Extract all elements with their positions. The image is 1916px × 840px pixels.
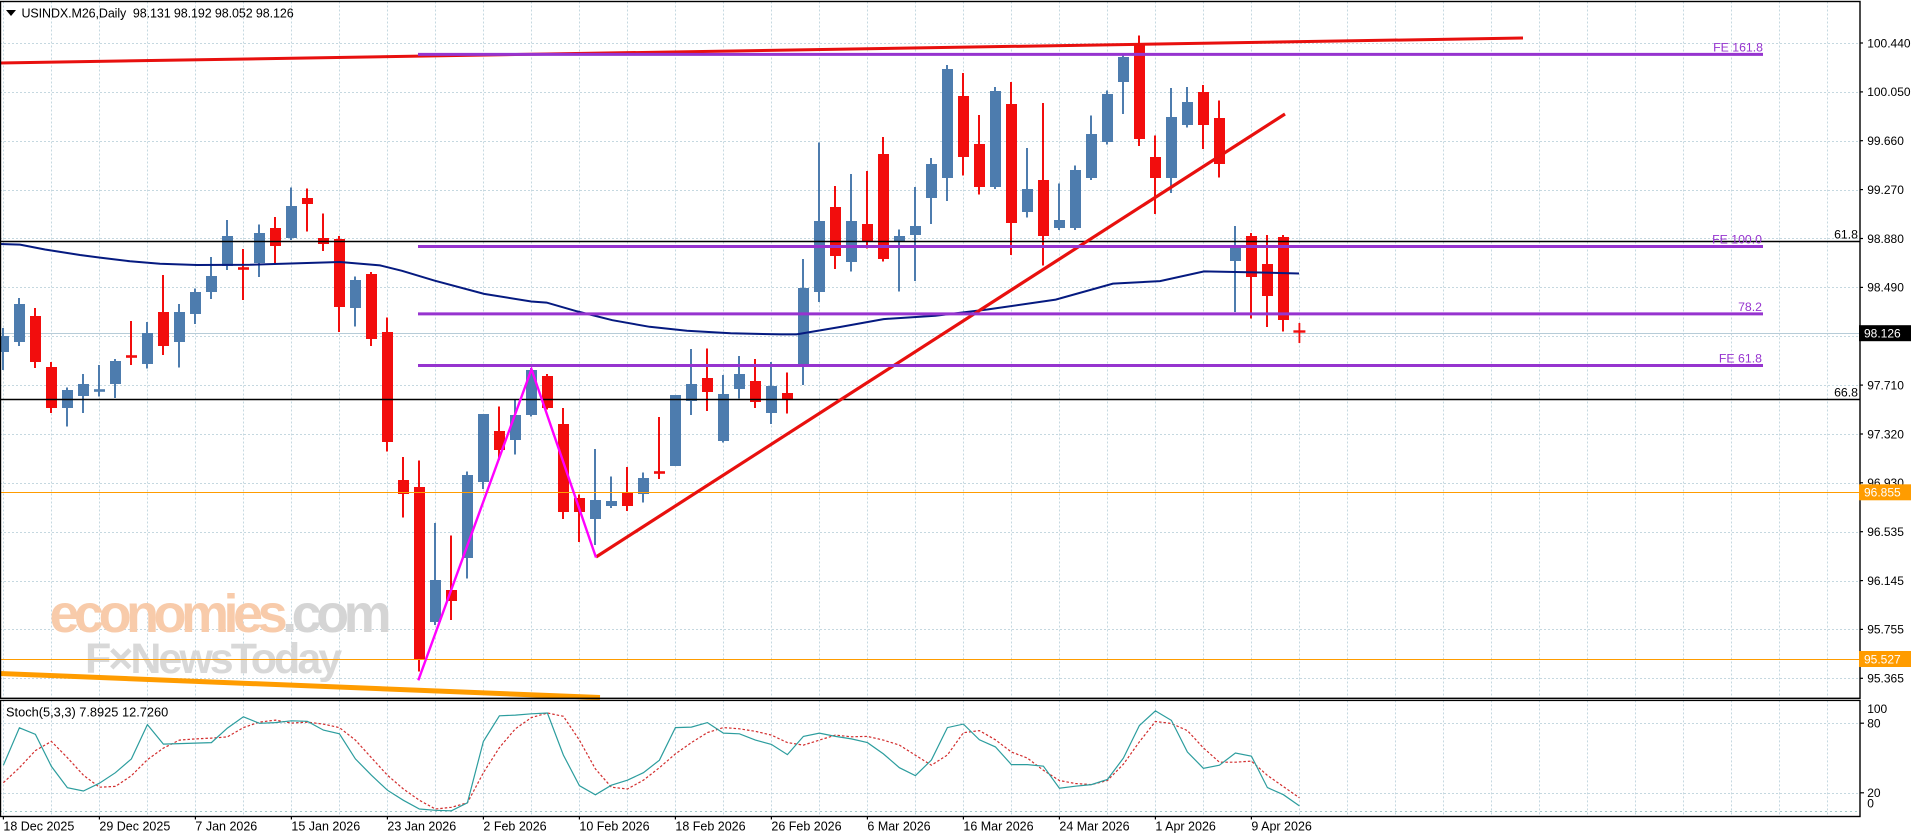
svg-text:80: 80 [1867, 716, 1881, 730]
svg-text:95.755: 95.755 [1867, 623, 1904, 637]
svg-text:99.270: 99.270 [1867, 183, 1904, 197]
svg-text:6 Mar 2026: 6 Mar 2026 [867, 820, 930, 834]
svg-text:61.8: 61.8 [1834, 228, 1858, 242]
svg-text:15 Jan 2026: 15 Jan 2026 [291, 820, 360, 834]
svg-text:FE 100.0: FE 100.0 [1712, 233, 1762, 247]
svg-text:economies.com: economies.com [50, 584, 389, 644]
svg-text:96.535: 96.535 [1867, 525, 1904, 539]
svg-text:98.880: 98.880 [1867, 232, 1904, 246]
svg-text:FE 161.8: FE 161.8 [1713, 40, 1763, 54]
svg-text:1 Apr 2026: 1 Apr 2026 [1155, 820, 1216, 834]
svg-text:18 Feb 2026: 18 Feb 2026 [675, 820, 745, 834]
svg-text:18 Dec 2025: 18 Dec 2025 [3, 820, 74, 834]
svg-text:16 Mar 2026: 16 Mar 2026 [963, 820, 1033, 834]
svg-text:USINDX.M26,Daily 98.131 98.19: USINDX.M26,Daily 98.131 98.192 98.052 98… [22, 6, 294, 20]
svg-text:2 Feb 2026: 2 Feb 2026 [483, 820, 546, 834]
svg-text:99.660: 99.660 [1867, 134, 1904, 148]
svg-text:97.710: 97.710 [1867, 378, 1904, 392]
svg-text:10 Feb 2026: 10 Feb 2026 [579, 820, 649, 834]
svg-text:95.365: 95.365 [1867, 672, 1904, 686]
svg-text:97.320: 97.320 [1867, 427, 1904, 441]
svg-text:24 Mar 2026: 24 Mar 2026 [1059, 820, 1129, 834]
svg-text:20: 20 [1867, 786, 1881, 800]
svg-text:7 Jan 2026: 7 Jan 2026 [195, 820, 257, 834]
svg-text:96.855: 96.855 [1864, 486, 1901, 500]
svg-text:98.490: 98.490 [1867, 281, 1904, 295]
svg-text:23 Jan 2026: 23 Jan 2026 [387, 820, 456, 834]
svg-text:29 Dec 2025: 29 Dec 2025 [99, 820, 170, 834]
svg-text:96.145: 96.145 [1867, 574, 1904, 588]
svg-text:66.8: 66.8 [1834, 386, 1858, 400]
svg-text:95.527: 95.527 [1864, 652, 1901, 666]
svg-text:0: 0 [1867, 797, 1874, 811]
svg-text:100.050: 100.050 [1867, 85, 1911, 99]
svg-text:Stoch(5,3,3) 7.8925 12.7260: Stoch(5,3,3) 7.8925 12.7260 [6, 705, 168, 720]
svg-text:100: 100 [1867, 702, 1887, 716]
svg-text:FE 61.8: FE 61.8 [1719, 352, 1762, 366]
svg-text:100.440: 100.440 [1867, 36, 1911, 50]
svg-text:78.2: 78.2 [1738, 300, 1762, 314]
svg-text:9 Apr 2026: 9 Apr 2026 [1251, 820, 1312, 834]
svg-text:98.126: 98.126 [1864, 327, 1901, 341]
svg-text:26 Feb 2026: 26 Feb 2026 [771, 820, 841, 834]
